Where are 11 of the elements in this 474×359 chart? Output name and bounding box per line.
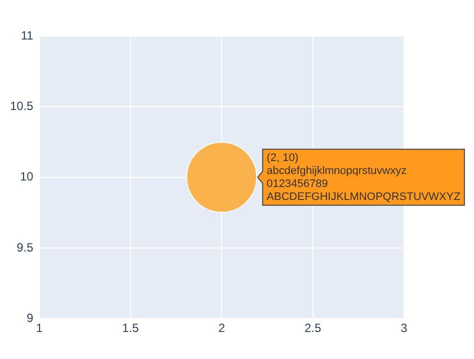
y-tick-label: 9 — [26, 310, 34, 325]
y-tick-label: 10 — [20, 170, 34, 184]
x-tick-label: 2.5 — [304, 321, 322, 336]
y-tick-label: 11 — [20, 28, 34, 42]
x-tick-label: 3 — [400, 321, 408, 336]
x-tick-label: 2 — [218, 321, 226, 336]
x-tick-label: 1 — [36, 321, 44, 336]
annotation: (2, 10) abcdefghijklmnopqrstuvwxyz 0123456789 ABCDEFGHIJKLMNOPQRSTUVWXYZ — [266, 152, 461, 203]
y-tick-label: 9.5 — [16, 240, 34, 254]
y-tick-label: 10.5 — [10, 98, 34, 113]
x-tick-label: 1.5 — [122, 321, 140, 336]
